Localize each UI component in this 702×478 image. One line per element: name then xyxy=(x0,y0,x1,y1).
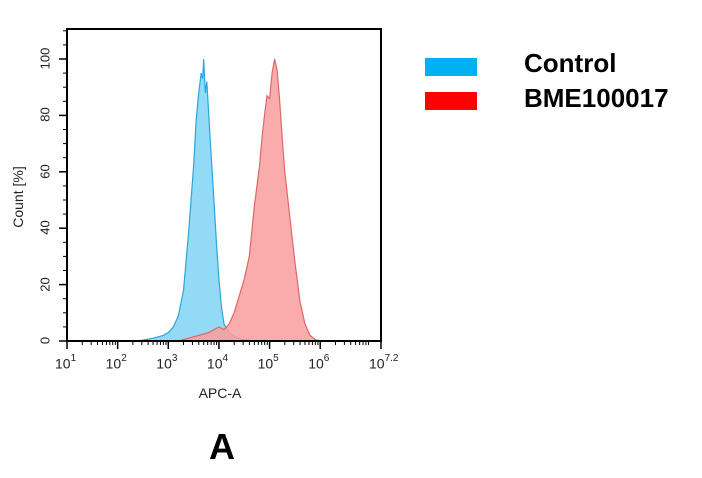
y-tick-label: 40 xyxy=(37,220,53,235)
axes xyxy=(59,30,382,349)
y-tick-label: 60 xyxy=(37,164,53,179)
y-tick-label: 0 xyxy=(37,336,53,345)
histogram-area-control xyxy=(137,59,260,341)
legend-swatch-control xyxy=(425,58,477,76)
y-axis-label: Count [%] xyxy=(10,166,26,228)
x-tick-label: 106 xyxy=(308,353,330,372)
y-tick-label: 80 xyxy=(37,107,53,123)
legend-swatch-bme100017 xyxy=(425,92,477,110)
histogram-area-bme100017 xyxy=(178,59,321,341)
x-tick-label: 104 xyxy=(206,353,229,372)
series-layer xyxy=(137,58,321,342)
x-axis-label: APC-A xyxy=(198,385,242,401)
x-tick-label: 103 xyxy=(156,353,178,372)
y-tick-label: 100 xyxy=(37,47,53,70)
x-tick-label: 101 xyxy=(55,353,77,372)
plot-frame xyxy=(66,28,382,342)
x-tick-label: 105 xyxy=(257,353,279,372)
x-tick-label: 102 xyxy=(105,353,127,372)
panel-label: A xyxy=(209,426,235,467)
histogram-outline-bme100017 xyxy=(178,58,321,342)
legend-label-control: Control xyxy=(524,48,617,78)
y-tick-label: 20 xyxy=(37,276,53,292)
histogram-outline-control xyxy=(137,58,260,342)
legend-label-bme100017: BME100017 xyxy=(524,83,669,113)
x-tick-label: 107.2 xyxy=(369,353,399,372)
